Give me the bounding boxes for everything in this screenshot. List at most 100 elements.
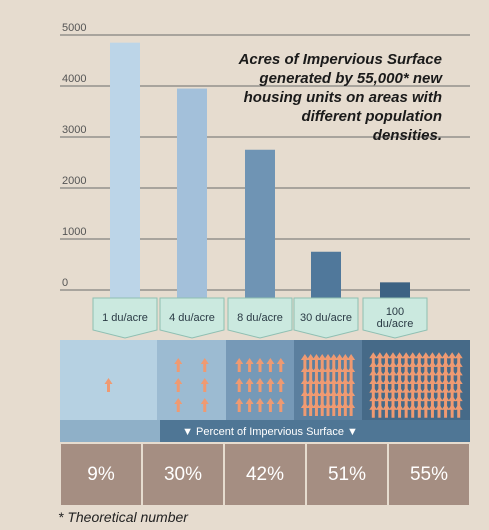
density-arrow — [324, 402, 332, 416]
density-arrow — [245, 398, 254, 412]
density-arrow — [200, 358, 209, 372]
density-arrow — [428, 378, 437, 392]
density-arrow — [375, 386, 384, 401]
density-arrow — [312, 354, 321, 368]
density-arrow — [435, 378, 443, 392]
density-arrow — [306, 390, 315, 404]
density-arrow — [389, 395, 397, 410]
bar — [177, 88, 207, 298]
density-arrow — [435, 360, 443, 375]
density-arrow — [402, 369, 411, 384]
density-arrow — [454, 386, 463, 401]
category-tab — [159, 297, 225, 339]
density-arrow — [375, 352, 384, 367]
density-arrow — [402, 378, 411, 392]
density-arrow — [389, 386, 397, 401]
density-arrow — [395, 403, 404, 418]
density-arrow — [448, 360, 457, 375]
density-arrow — [389, 360, 397, 375]
density-arrow — [375, 369, 384, 384]
density-arrow — [395, 369, 404, 384]
density-arrow — [408, 352, 417, 367]
density-arrow — [448, 369, 457, 384]
impervious-label-text: Percent of Impervious Surface — [196, 426, 344, 438]
density-arrow — [324, 378, 332, 392]
density-arrow — [300, 402, 309, 416]
density-arrow — [324, 390, 332, 404]
y-tick-label: 2000 — [62, 175, 86, 187]
density-arrow — [382, 403, 391, 418]
density-arrow — [415, 386, 424, 401]
density-arrow — [428, 403, 437, 418]
category-tab — [227, 297, 293, 339]
density-arrow — [369, 360, 378, 375]
density-arrow — [341, 378, 350, 392]
density-arrow — [428, 352, 437, 367]
density-arrow — [174, 358, 183, 372]
density-arrow — [369, 386, 378, 401]
density-arrow — [389, 369, 397, 384]
density-arrow — [421, 360, 430, 375]
density-arrow — [235, 358, 244, 372]
density-arrow — [448, 403, 457, 418]
density-arrow — [435, 369, 443, 384]
density-arrow — [324, 366, 332, 380]
density-arrow — [347, 366, 356, 380]
density-arrow — [415, 352, 424, 367]
density-arrow — [266, 398, 275, 412]
density-arrow — [347, 390, 356, 404]
y-tick-label: 0 — [62, 277, 68, 289]
y-tick-label: 4000 — [62, 73, 86, 85]
density-arrow — [395, 386, 404, 401]
density-arrow — [318, 390, 327, 404]
density-arrow — [318, 366, 327, 380]
x-tick-label: 30 du/acre — [300, 312, 352, 324]
density-arrow — [369, 395, 378, 410]
density-arrow — [369, 369, 378, 384]
density-arrow — [347, 402, 356, 416]
density-arrow — [375, 395, 384, 410]
density-arrow — [415, 360, 424, 375]
density-arrow — [341, 390, 350, 404]
density-arrow — [276, 378, 285, 392]
density-arrow — [324, 354, 332, 368]
density-arrow — [306, 366, 315, 380]
x-tick-label: 100 du/acre — [376, 306, 414, 330]
density-arrow — [402, 395, 411, 410]
density-arrow — [448, 352, 457, 367]
density-arrow — [402, 403, 411, 418]
percent-label: 30% — [163, 464, 203, 485]
density-arrow — [415, 395, 424, 410]
density-arrow — [306, 402, 315, 416]
density-arrow — [341, 402, 350, 416]
density-arrow — [335, 390, 344, 404]
density-arrow — [375, 403, 384, 418]
density-arrow — [382, 395, 391, 410]
density-arrow — [235, 398, 244, 412]
density-arrow — [408, 386, 417, 401]
density-arrow — [375, 360, 384, 375]
density-arrow — [428, 395, 437, 410]
density-arrow — [415, 369, 424, 384]
density-arrow — [256, 358, 264, 372]
density-arrow — [375, 378, 384, 392]
density-arrow — [200, 378, 209, 392]
density-arrow — [174, 398, 183, 412]
density-arrow — [448, 395, 457, 410]
density-arrow — [104, 378, 113, 392]
density-arrow — [266, 378, 275, 392]
density-arrow — [395, 395, 404, 410]
bar — [311, 251, 341, 298]
bar — [110, 42, 140, 299]
density-arrow — [408, 403, 417, 418]
density-arrow — [454, 378, 463, 392]
density-arrow — [421, 352, 430, 367]
density-arrow — [312, 366, 321, 380]
density-arrow — [428, 369, 437, 384]
density-arrow — [329, 378, 338, 392]
density-arrow — [389, 352, 397, 367]
density-arrow — [435, 386, 443, 401]
density-arrow — [441, 386, 450, 401]
density-arrow — [312, 378, 321, 392]
